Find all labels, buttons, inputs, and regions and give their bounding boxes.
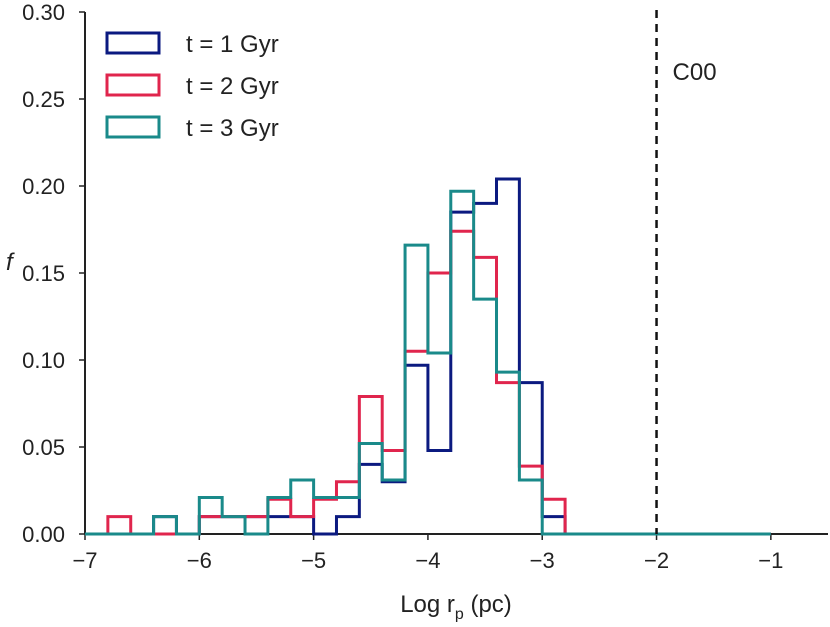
histogram-series-1: [85, 177, 771, 536]
y-tick-label: 0.30: [22, 0, 65, 25]
reference-vline-label: C00: [673, 59, 717, 86]
legend-swatch: [105, 73, 161, 97]
legend-label: t = 3 Gyr: [186, 115, 279, 142]
y-tick-label: 0.20: [22, 174, 65, 199]
vline-layer: C00: [655, 10, 717, 534]
y-tick-label: 0.15: [22, 261, 65, 286]
x-axis-label-subscript: p: [455, 606, 464, 622]
series-layer: [85, 177, 771, 536]
legend-label: t = 1 Gyr: [186, 31, 279, 58]
y-tick-label: 0.00: [22, 522, 65, 547]
y-axis-label: f: [6, 249, 15, 276]
legend-swatch: [105, 31, 161, 55]
y-tick-label: 0.05: [22, 435, 65, 460]
y-tick-label: 0.25: [22, 87, 65, 112]
legend-swatch: [105, 115, 161, 139]
x-tick-label: −5: [301, 548, 326, 573]
x-tick-label: −6: [187, 548, 212, 573]
x-axis-label-main: Log r: [400, 591, 455, 618]
x-axis-label-tail: (pc): [464, 591, 512, 618]
ticks-layer: −7 −6 −5 −4 −3 −2 −1 0.00 0.05 0.10 0.15 0.20 0.25 0.…: [22, 0, 783, 573]
legend-label: t = 2 Gyr: [186, 73, 279, 100]
x-tick-label: −2: [644, 548, 669, 573]
x-axis-label: Log rp (pc): [400, 591, 512, 622]
x-tick-label: −4: [415, 548, 440, 573]
y-tick-label: 0.10: [22, 348, 65, 373]
histogram-series-3: [85, 189, 771, 536]
legend: t = 1 Gyr t = 2 Gyr t = 3 Gyr: [105, 31, 279, 142]
x-tick-label: −7: [72, 548, 97, 573]
x-tick-label: −1: [758, 548, 783, 573]
x-tick-label: −3: [530, 548, 555, 573]
